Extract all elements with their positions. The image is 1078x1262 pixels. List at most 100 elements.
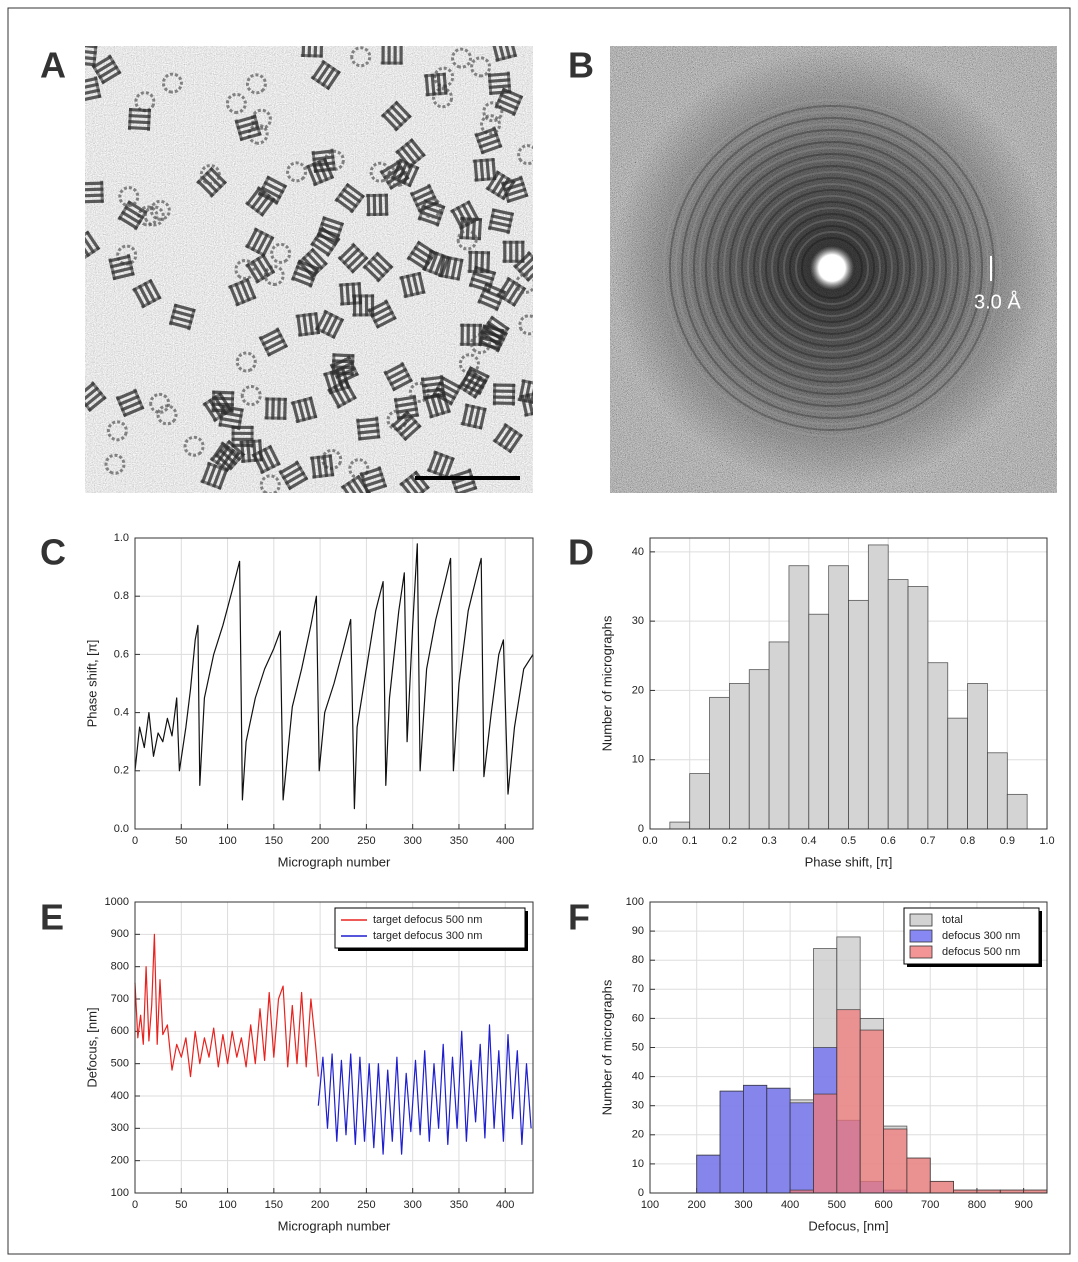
particle [200,461,229,490]
particle-band [237,126,261,136]
particle-top [156,404,178,426]
panel-letter: A [40,45,66,86]
particle-band [246,440,252,463]
particle-band [341,484,356,493]
particle-band [340,366,351,389]
particle-side [214,439,232,458]
particle-band [413,245,434,261]
particle-band [496,176,511,198]
particle-top [263,265,285,287]
particle [487,208,515,235]
particle-band [523,380,532,403]
particle-band [301,256,320,275]
particle [104,453,126,475]
particle-band [283,397,287,420]
particle-band [409,138,426,158]
histogram-bar [719,1090,744,1194]
particle-band [239,132,262,142]
particle [108,253,135,281]
particle [270,242,292,264]
particle-side [310,75,331,91]
ring [723,159,941,377]
particle [225,92,247,114]
particle-band [306,164,318,187]
particle-band [85,49,97,55]
particle-band [429,394,440,417]
particle-band [420,375,444,382]
legend-label: target defocus 300 nm [373,930,482,942]
particle-band [468,250,473,273]
particle-side [448,385,462,406]
particle-side [264,416,287,420]
particle-band [394,100,412,119]
particle-side [404,410,422,429]
particle-band [432,452,444,475]
particle-band [480,143,503,155]
particle-band [323,372,334,395]
particle-side [366,212,389,217]
particle-side [512,263,531,282]
particle-band [170,315,193,324]
particle-band [231,437,254,442]
particle-band [422,387,445,394]
particle-side [356,418,362,441]
particle-top [470,56,492,78]
particle-band [357,429,380,435]
particle [479,315,510,347]
particle-band [313,161,336,167]
ring [753,189,911,347]
x-tick-label: 300 [403,1199,421,1211]
particle-band [311,149,334,156]
legend-label: defocus 300 nm [942,930,1020,942]
x-tick-label: 150 [265,1199,283,1211]
particle-band [313,236,334,252]
particle-top [234,259,256,281]
particle [264,397,287,420]
x-tick-label: 0.7 [920,835,935,847]
particle-band [424,74,430,97]
particle-side [254,269,276,284]
figure-frame [7,7,1071,1255]
particle-band [310,456,317,479]
particle-band [264,338,286,352]
particle-band [484,282,507,295]
particle [421,249,451,278]
particle [218,404,244,431]
particle [257,175,288,206]
particle-band [389,104,408,123]
particle-side [258,335,272,357]
particle-side [206,461,229,473]
histogram-bar [848,599,869,830]
particle-band [488,225,511,234]
particle-band [291,276,313,288]
particle-band [268,444,281,466]
particle [286,161,308,183]
x-tick-label: 0 [132,835,138,847]
particle-side [234,119,244,142]
particle-band [271,397,275,420]
particle-band [85,390,103,408]
y-tick-label: 1000 [105,896,129,908]
x-tick-label: 0.5 [841,835,856,847]
particle-side [437,273,461,281]
particle-side [460,366,473,388]
x-tick-label: 0.4 [801,835,816,847]
particle-band [85,88,101,97]
particle-band [317,231,338,247]
particle-band [317,159,329,182]
particle-band [261,235,275,257]
x-tick-label: 0.3 [761,835,776,847]
micrograph-image [85,46,533,493]
particle-band [101,70,122,85]
particle-band [240,440,246,463]
y-tick-label: 0.8 [114,590,129,602]
particle-side [420,377,427,400]
particle-band [356,423,380,429]
particle-band [526,393,533,416]
particle-side [474,176,497,182]
particle-band [128,113,151,119]
particle-band [490,214,513,222]
particle-top [451,47,473,69]
particle [367,299,397,329]
particle [85,180,104,204]
